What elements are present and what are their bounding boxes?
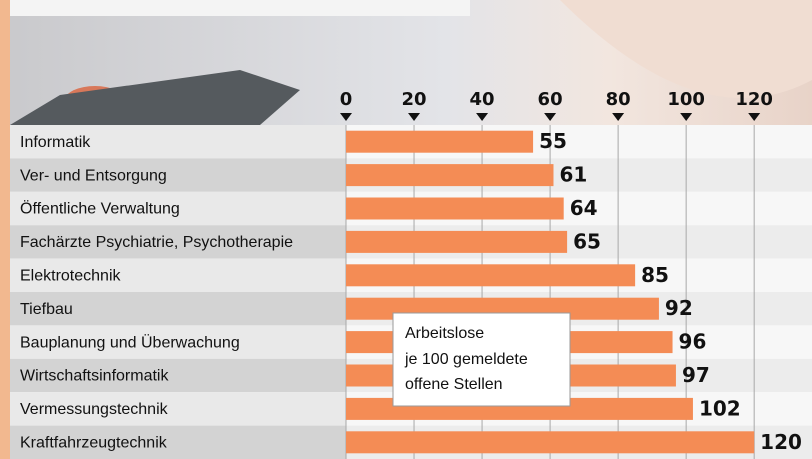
category-label: Informatik [20, 134, 91, 151]
annotation-line: Arbeitslose [405, 325, 484, 342]
value-label: 65 [573, 229, 601, 253]
row-band [10, 392, 346, 426]
value-label: 97 [682, 363, 710, 387]
photo-face [560, 0, 812, 98]
bar [346, 431, 755, 454]
value-label: 92 [665, 296, 693, 320]
row-band [10, 225, 346, 259]
x-tick-label: 120 [735, 89, 773, 110]
tick-mark [680, 113, 693, 121]
photo-card [10, 70, 300, 125]
bar [346, 164, 554, 187]
value-label: 85 [641, 263, 669, 287]
x-tick-label: 60 [538, 89, 563, 110]
x-tick-label: 80 [606, 89, 631, 110]
value-label: 55 [539, 129, 567, 153]
x-tick-label: 100 [667, 89, 705, 110]
tick-mark [544, 113, 557, 121]
row-band [10, 125, 346, 159]
tick-mark [612, 113, 625, 121]
x-tick-label: 40 [470, 89, 495, 110]
tick-mark [408, 113, 421, 121]
value-label: 120 [760, 430, 802, 454]
tick-mark [748, 113, 761, 121]
x-tick-label: 0 [340, 89, 353, 110]
annotation-line: offene Stellen [405, 376, 503, 393]
row-band [10, 158, 346, 192]
header-box [10, 0, 470, 16]
left-border [0, 0, 10, 459]
tick-mark [476, 113, 489, 121]
row-band [10, 258, 346, 292]
category-label: Wirtschaftsinformatik [20, 368, 169, 385]
bar [346, 197, 564, 220]
category-label: Kraftfahrzeugtechnik [20, 435, 168, 452]
row-band [10, 325, 346, 359]
bar [346, 130, 534, 153]
category-label: Elektrotechnik [20, 268, 121, 285]
category-label: Tiefbau [20, 301, 73, 318]
x-tick-label: 20 [401, 89, 426, 110]
bar [346, 230, 568, 253]
value-label: 64 [570, 196, 598, 220]
tick-mark [340, 113, 352, 121]
category-label: Fachärzte Psychiatrie, Psychotherapie [20, 234, 293, 251]
row-band [10, 292, 346, 326]
value-label: 102 [699, 396, 741, 420]
category-label: Ver- und Entsorgung [20, 167, 167, 184]
row-band [10, 358, 346, 393]
value-label: 61 [559, 163, 587, 187]
row-band [10, 191, 346, 226]
annotation-line: je 100 gemeldete [404, 351, 528, 368]
annotation-frame [392, 312, 571, 407]
category-label: Vermessungstechnik [20, 401, 169, 418]
annotation-box: Arbeitslose je 100 gemeldete offene Stel… [392, 312, 571, 407]
value-label: 96 [679, 330, 707, 354]
row-band [10, 425, 346, 459]
category-label: Öffentliche Verwaltung [20, 200, 180, 218]
bar [346, 264, 636, 287]
category-label: Bauplanung und Überwachung [20, 333, 240, 351]
